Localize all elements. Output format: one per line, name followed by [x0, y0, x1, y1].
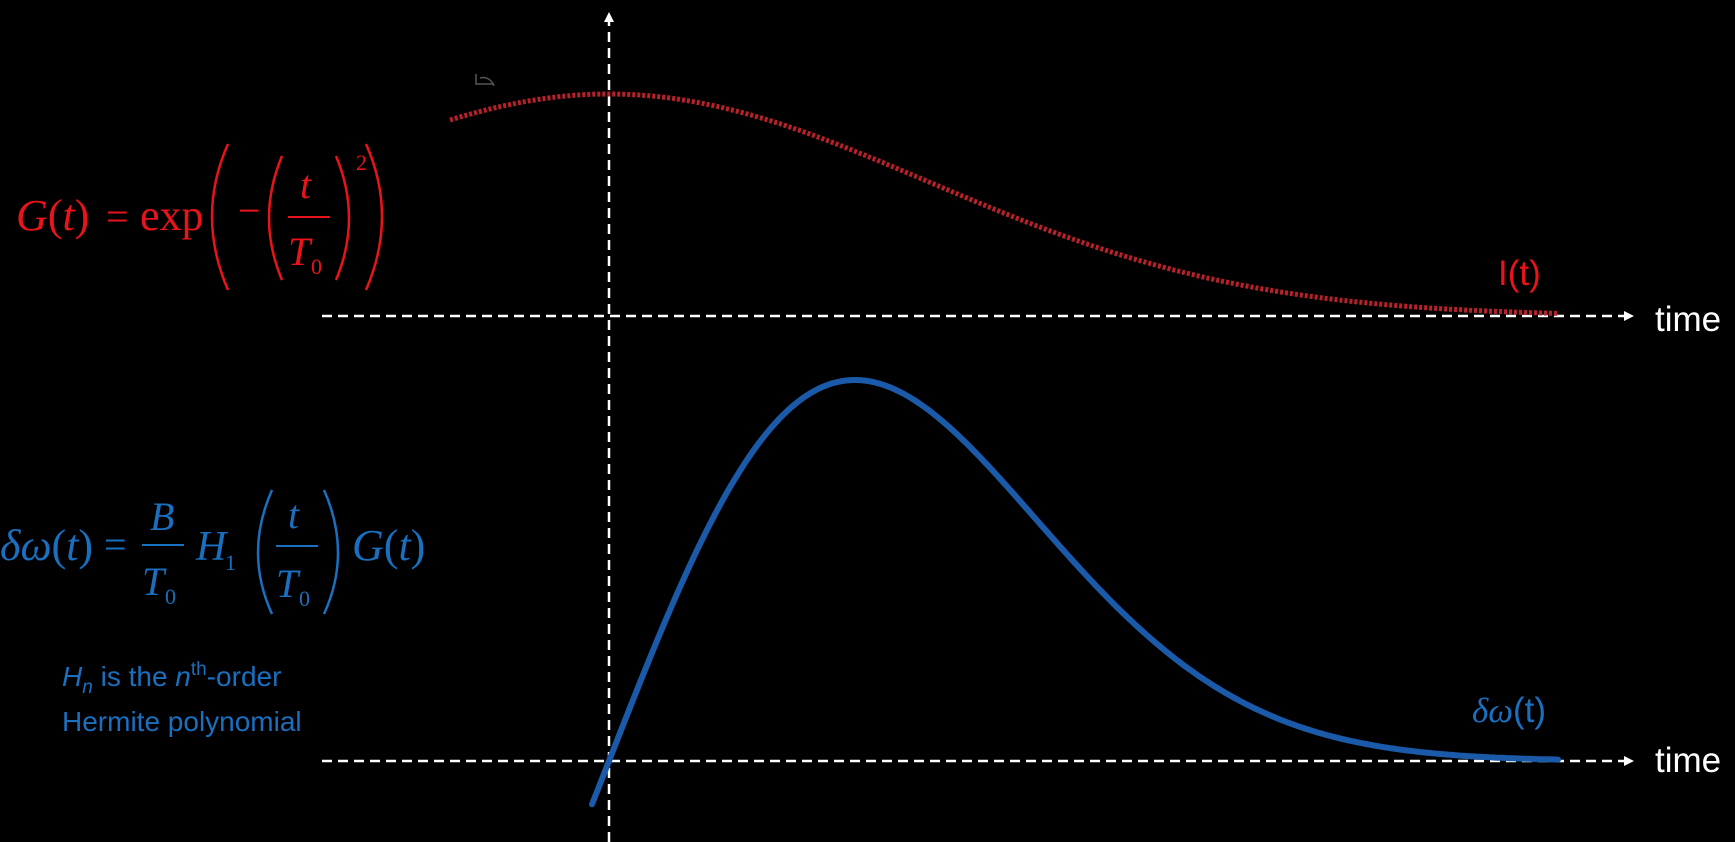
- undo-arrow-icon: [475, 74, 495, 87]
- chirp-g-close: ): [411, 521, 426, 570]
- hermite-note-th: th: [191, 659, 207, 680]
- hermite-note: Hn is the nth-order Hermite polynomial: [62, 659, 302, 737]
- chirp-lhs-var: t: [66, 521, 80, 570]
- gaussian-intensity-curve: [449, 91, 1559, 316]
- gaussian-outer-left-paren: [210, 143, 230, 291]
- svg-text:G(t): G(t): [352, 521, 425, 570]
- chirp-hermite-sub: 1: [225, 550, 236, 575]
- gaussian-lhs-open: (: [48, 191, 63, 240]
- bottom-time-label: time: [1655, 741, 1721, 780]
- top-time-label: time: [1655, 300, 1721, 339]
- chirp-g-var: t: [398, 521, 412, 570]
- gaussian-power: 2: [356, 150, 367, 175]
- hermite-note-h-sub: n: [82, 677, 93, 698]
- gaussian-frac-den: T: [288, 229, 313, 274]
- gaussian-frac-den-sub: 0: [311, 254, 322, 279]
- chirp-right-paren: [322, 489, 340, 615]
- svg-text:δω(t): δω(t): [0, 521, 93, 570]
- hermite-note-line2: Hermite polynomial: [62, 706, 302, 737]
- chirp-arg-den-sub: 0: [299, 586, 310, 611]
- chirp-frequency-curve: [589, 377, 1561, 808]
- chirp-g-open: (: [384, 521, 399, 570]
- chirp-label-symbol: δω: [1472, 691, 1513, 730]
- gaussian-lhs-close: ): [75, 191, 90, 240]
- chirp-lhs-func: δω: [0, 521, 52, 570]
- svg-text:G(t): G(t): [16, 191, 89, 240]
- chirp-hermite: H: [195, 524, 229, 570]
- chirp-arg-den: T: [276, 561, 301, 606]
- chirp-label-arg: (t): [1513, 691, 1546, 730]
- gaussian-outer-right-paren: [364, 143, 384, 291]
- chirp-lhs-close: ): [78, 521, 93, 570]
- gaussian-inner-right-paren: [334, 155, 351, 281]
- gaussian-frac-num: t: [300, 162, 312, 207]
- chirp-coef-den-sub: 0: [165, 584, 176, 609]
- hermite-note-text1: is the: [93, 661, 175, 692]
- gaussian-minus: −: [238, 188, 261, 233]
- chirp-equation: δω(t) = B T 0 H 1 t T 0 G(t): [0, 489, 425, 615]
- gaussian-equals: =: [106, 194, 129, 239]
- gaussian-lhs-func: G: [16, 191, 48, 240]
- chirp-g-func: G: [352, 521, 384, 570]
- gaussian-exp: exp: [140, 191, 204, 240]
- intensity-label: I(t): [1498, 254, 1541, 293]
- hermite-note-text2: -order: [207, 661, 282, 692]
- hermite-note-h: H: [62, 661, 83, 692]
- chirp-coef-num: B: [150, 494, 174, 539]
- gaussian-equation: G(t) = exp − t T 0 2: [16, 143, 384, 291]
- chirp-coef-den: T: [142, 559, 167, 604]
- gaussian-inner-left-paren: [267, 155, 284, 281]
- gaussian-lhs-var: t: [62, 191, 76, 240]
- hermite-note-n: n: [175, 661, 191, 692]
- chirp-left-paren: [256, 489, 274, 615]
- chirp-lhs-open: (: [52, 521, 67, 570]
- chirp-label: δω(t): [1472, 691, 1546, 730]
- hermite-note-line1: Hn is the nth-order: [62, 659, 281, 698]
- chirp-arg-num: t: [288, 492, 300, 537]
- chirp-equals: =: [104, 522, 127, 567]
